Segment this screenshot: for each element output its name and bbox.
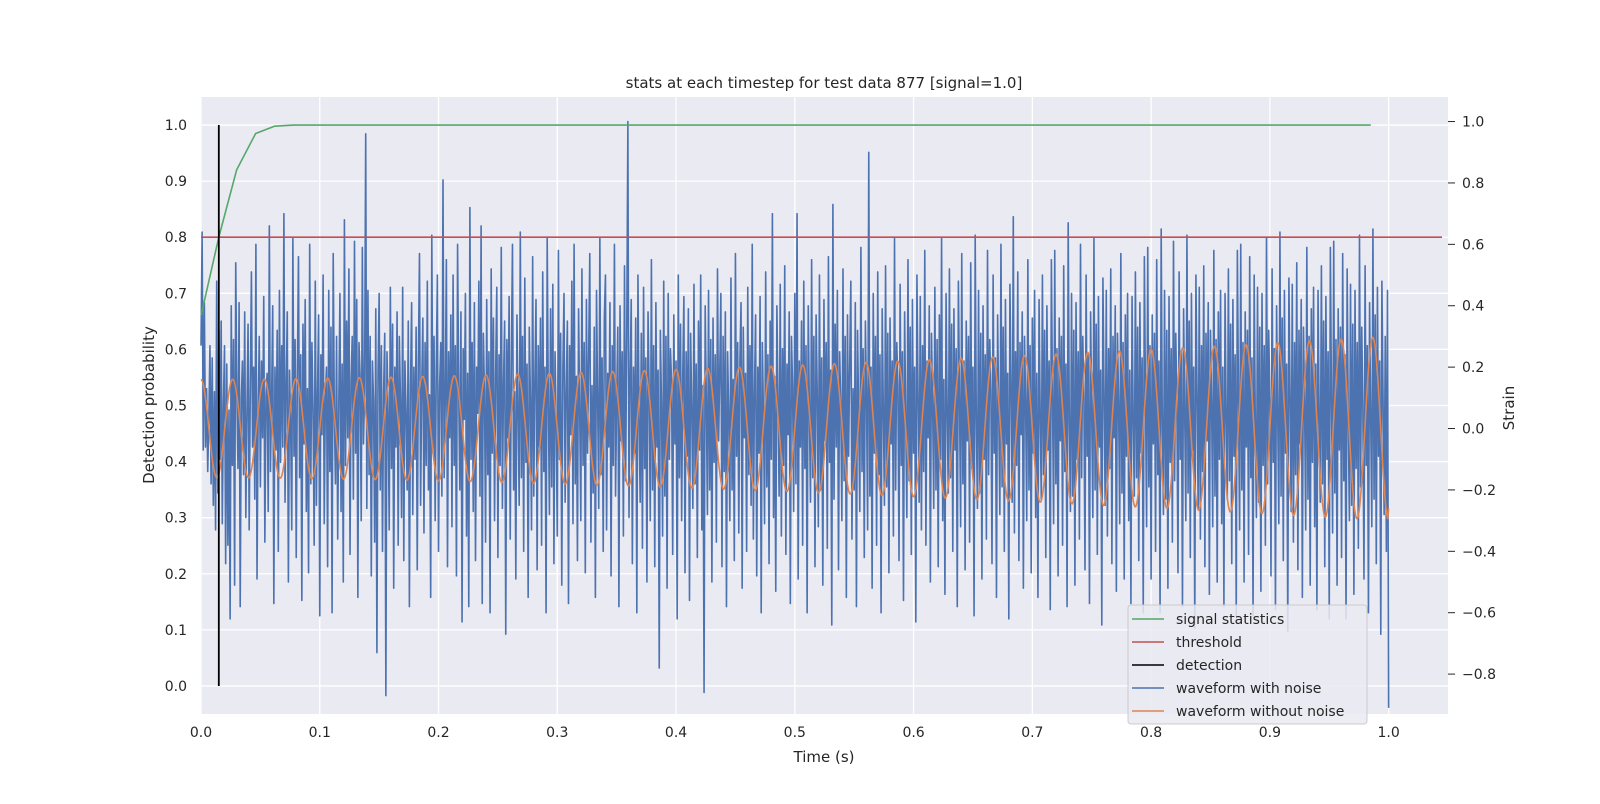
x-tick-label: 0.0 [190,725,212,741]
series-layer [200,120,1443,708]
y-axis-title: Detection probability [140,326,158,484]
x-tick-label: 0.2 [427,725,449,741]
y-axis-ticks: 0.0 0.1 0.2 0.3 0.4 0.5 0.6 0.7 0.8 0.9 1.0 [165,118,187,695]
y-tick-label: 0.6 [165,342,187,358]
y2-tick-label: −0.2 [1462,483,1496,499]
y-tick-label: 0.4 [165,455,187,471]
y-tick-label: 0.8 [165,230,187,246]
x-tick-label: 0.7 [1021,725,1043,741]
y-tick-label: 1.0 [165,118,187,134]
x-tick-label: 0.8 [1140,725,1162,741]
y2-axis-title: Strain [1500,386,1518,430]
y2-tick-label: −0.8 [1462,667,1496,683]
legend-label-waveform-with-noise: waveform with noise [1176,681,1321,697]
y-tick-label: 0.3 [165,511,187,527]
y-tick-label: 0.1 [165,623,187,639]
y-tick-label: 0.5 [165,399,187,415]
legend-label-detection: detection [1176,658,1242,674]
x-tick-label: 0.6 [902,725,924,741]
y2-tick-label: 0.6 [1462,237,1484,253]
x-axis-ticks: 0.0 0.1 0.2 0.3 0.4 0.5 0.6 0.7 0.8 0.9 1.0 [190,725,1400,741]
legend: signal statistics threshold detection wa… [1127,604,1368,725]
y-tick-label: 0.2 [165,567,187,583]
y2-tick-label: 0.8 [1462,176,1484,192]
y2-tick-label: −0.6 [1462,606,1496,622]
series-waveform-without-noise [200,336,1390,520]
x-tick-label: 0.4 [665,725,687,741]
x-tick-label: 0.3 [546,725,568,741]
x-tick-label: 0.9 [1259,725,1281,741]
y2-axis-ticks: −0.8 −0.6 −0.4 −0.2 0.0 0.2 0.4 0.6 0.8 1.0 [1448,115,1496,683]
legend-label-waveform-without-noise: waveform without noise [1176,704,1344,720]
chart-title: stats at each timestep for test data 877… [626,74,1023,92]
legend-label-threshold: threshold [1176,635,1242,651]
legend-box [1127,604,1368,725]
y2-tick-label: 0.2 [1462,360,1484,376]
series-waveform-with-noise [200,120,1390,708]
y2-tick-label: 1.0 [1462,115,1484,131]
y-tick-label: 0.7 [165,286,187,302]
x-tick-label: 0.5 [784,725,806,741]
y2-tick-label: −0.4 [1462,544,1496,560]
x-axis-title: Time (s) [793,748,855,766]
x-tick-label: 0.1 [309,725,331,741]
legend-label-signal-statistics: signal statistics [1176,612,1284,628]
x-tick-label: 1.0 [1377,725,1399,741]
y-tick-label: 0.9 [165,174,187,190]
y-tick-label: 0.0 [165,679,187,695]
y2-tick-label: 0.4 [1462,299,1484,315]
y2-tick-label: 0.0 [1462,422,1484,438]
